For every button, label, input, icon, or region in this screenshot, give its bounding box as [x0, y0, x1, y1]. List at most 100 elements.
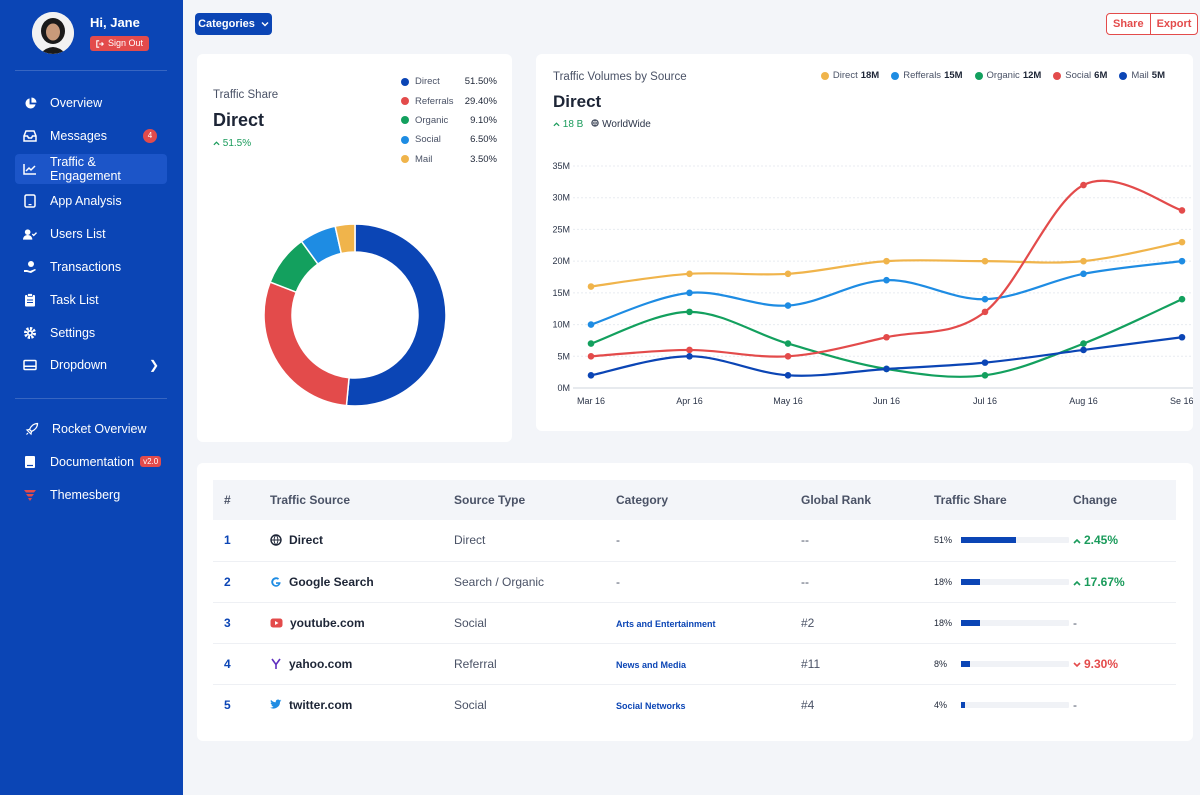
- donut-slice-direct[interactable]: [345, 224, 446, 406]
- data-point-social[interactable]: [587, 352, 595, 360]
- donut-slice-mail[interactable]: [334, 224, 356, 255]
- user-check-icon: [23, 227, 37, 241]
- cell-change: 17.67%: [1073, 561, 1176, 602]
- data-point-organic[interactable]: [587, 340, 595, 347]
- youtube-icon: [270, 618, 283, 628]
- data-point-social[interactable]: [1080, 181, 1087, 189]
- legend-dot: [974, 71, 983, 80]
- y-tick-label: 5M: [557, 351, 570, 361]
- sidebar-item-settings[interactable]: Settings: [15, 318, 167, 348]
- traffic-source[interactable]: Direct: [270, 533, 454, 547]
- data-point-refferals[interactable]: [686, 289, 693, 297]
- sidebar-item-themesberg[interactable]: Themesberg: [15, 480, 167, 510]
- sidebar-item-label: Overview: [50, 96, 103, 110]
- cell-source-type: Social: [454, 615, 487, 630]
- sidebar-item-transactions[interactable]: Transactions: [15, 252, 167, 282]
- progress-track: [961, 701, 1069, 708]
- table-row[interactable]: 5 twitter.com Social Social Networks #4 4% -: [213, 684, 1176, 725]
- sidebar-item-dropdown[interactable]: Dropdown ❯: [15, 350, 167, 380]
- donut-slice-referrals[interactable]: [264, 281, 350, 406]
- sidebar-item-task-list[interactable]: Task List: [15, 285, 167, 315]
- data-point-organic[interactable]: [1080, 340, 1087, 347]
- data-point-refferals[interactable]: [1080, 270, 1087, 278]
- volume-legend-item[interactable]: Direct 18M: [820, 70, 879, 81]
- traffic-source[interactable]: youtube.com: [270, 616, 454, 630]
- avatar[interactable]: [32, 12, 74, 54]
- traffic-volume-title: Traffic Volumes by Source: [553, 71, 687, 83]
- data-point-organic[interactable]: [686, 308, 693, 316]
- legend-value: 6M: [1094, 70, 1108, 81]
- region-selector[interactable]: WorldWide: [591, 119, 651, 130]
- sidebar: Hi, Jane Sign Out Overview Messages 4 Tr…: [0, 0, 183, 795]
- data-point-organic[interactable]: [1178, 295, 1186, 303]
- data-point-refferals[interactable]: [587, 321, 595, 328]
- table-row[interactable]: 4 yahoo.com Referral News and Media #11 8% 9.3…: [213, 643, 1176, 684]
- volume-legend-item[interactable]: Social 6M: [1053, 70, 1107, 81]
- change-value: -: [1073, 615, 1077, 630]
- legend-item[interactable]: Social 6.50%: [401, 130, 497, 149]
- category-value: Social Networks: [616, 700, 686, 711]
- data-point-mail[interactable]: [883, 365, 890, 373]
- data-point-direct[interactable]: [883, 257, 890, 265]
- sidebar-item-users-list[interactable]: Users List: [15, 219, 167, 249]
- sidebar-item-messages[interactable]: Messages 4: [15, 121, 167, 151]
- row-number: 2: [224, 574, 231, 589]
- share-button[interactable]: Share: [1113, 18, 1144, 30]
- export-button[interactable]: Export: [1149, 14, 1198, 34]
- data-point-mail[interactable]: [1080, 346, 1087, 354]
- row-number: 4: [224, 656, 231, 671]
- header-change: Change: [1073, 493, 1118, 507]
- legend-label: Organic: [415, 114, 449, 126]
- categories-dropdown[interactable]: Categories: [195, 13, 272, 35]
- data-point-direct[interactable]: [784, 270, 792, 278]
- traffic-source[interactable]: twitter.com: [270, 698, 454, 712]
- sign-out-button[interactable]: Sign Out: [90, 36, 150, 51]
- source-name: Direct: [289, 533, 324, 548]
- cell-source-type: Referral: [454, 656, 497, 671]
- table-row[interactable]: 3 youtube.com Social Arts and Entertainment…: [213, 602, 1176, 643]
- data-point-social[interactable]: [981, 308, 989, 316]
- volume-legend-item[interactable]: Refferals 15M: [891, 70, 963, 81]
- data-point-refferals[interactable]: [981, 295, 989, 303]
- traffic-source[interactable]: yahoo.com: [270, 657, 454, 671]
- data-point-social[interactable]: [686, 346, 693, 354]
- series-line-social[interactable]: [590, 179, 1183, 358]
- traffic-source[interactable]: Google Search: [270, 575, 454, 589]
- categories-label: Categories: [198, 18, 255, 30]
- data-point-mail[interactable]: [1178, 333, 1186, 341]
- data-point-refferals[interactable]: [1178, 257, 1186, 265]
- data-point-refferals[interactable]: [784, 302, 792, 309]
- data-point-direct[interactable]: [686, 270, 693, 278]
- data-point-organic[interactable]: [784, 340, 792, 347]
- volume-legend-item[interactable]: Organic 12M: [974, 70, 1041, 81]
- data-point-organic[interactable]: [981, 372, 989, 379]
- data-point-direct[interactable]: [981, 257, 989, 265]
- sidebar-item-app-analysis[interactable]: App Analysis: [15, 186, 167, 216]
- table-row[interactable]: 2 Google Search Search / Organic - -- 18% 17.6…: [213, 561, 1176, 602]
- data-point-social[interactable]: [1178, 207, 1186, 214]
- data-point-direct[interactable]: [1080, 257, 1087, 265]
- sidebar-item-documentation[interactable]: Documentation v2.0: [15, 447, 167, 477]
- legend-item[interactable]: Organic 9.10%: [401, 111, 497, 130]
- sidebar-item-overview[interactable]: Overview: [15, 88, 167, 118]
- header-traffic-share: Traffic Share: [934, 493, 1007, 507]
- data-point-social[interactable]: [883, 333, 890, 341]
- data-point-direct[interactable]: [1178, 238, 1186, 246]
- legend-item[interactable]: Referrals 29.40%: [401, 91, 497, 110]
- volume-legend-item[interactable]: Mail 5M: [1119, 70, 1165, 81]
- data-point-mail[interactable]: [784, 372, 792, 379]
- x-tick-label: Se 16: [1170, 396, 1193, 406]
- data-point-social[interactable]: [784, 352, 792, 360]
- legend-item[interactable]: Mail 3.50%: [401, 150, 497, 169]
- y-tick-label: 0M: [557, 383, 570, 393]
- legend-item[interactable]: Direct 51.50%: [401, 72, 497, 91]
- data-point-mail[interactable]: [981, 359, 989, 366]
- table-row[interactable]: 1 Direct Direct - -- 51% 2.45%: [213, 520, 1176, 561]
- data-point-direct[interactable]: [587, 283, 595, 290]
- sidebar-item-label: Documentation: [50, 454, 135, 469]
- data-point-mail[interactable]: [587, 372, 595, 379]
- sidebar-item-rocket-overview[interactable]: Rocket Overview: [15, 414, 167, 444]
- data-point-refferals[interactable]: [883, 276, 890, 284]
- data-point-mail[interactable]: [686, 352, 693, 360]
- sidebar-item-traffic-engagement[interactable]: Traffic & Engagement: [15, 153, 167, 184]
